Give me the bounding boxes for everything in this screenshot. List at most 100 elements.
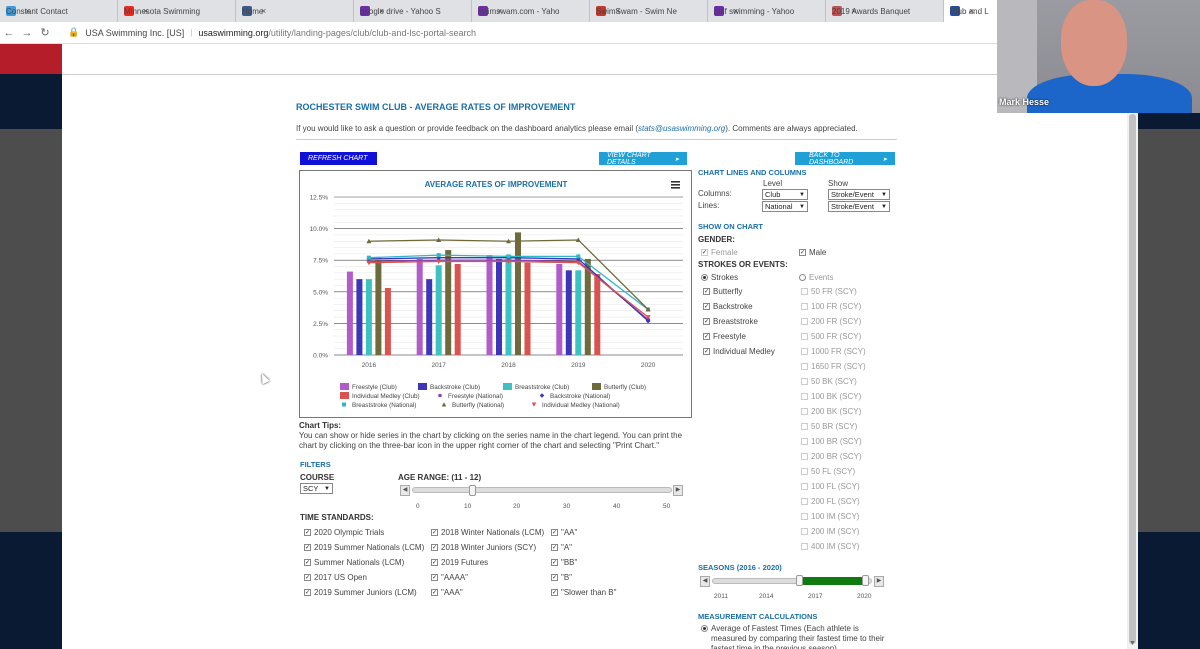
event-checkbox[interactable]: 400 IM (SCY) (801, 542, 859, 551)
lines-show-select[interactable]: Stroke/Event ▼ (828, 201, 890, 212)
columns-show-select[interactable]: Stroke/Event ▼ (828, 189, 890, 200)
browser-tab[interactable]: gulf swimming - Yahoo × (708, 0, 826, 22)
stroke-checkbox[interactable]: ✓ Breaststroke (703, 317, 758, 326)
bar-freestyle-club[interactable] (416, 258, 423, 355)
tab-close-icon[interactable]: × (969, 6, 975, 16)
age-slider-left-arrow[interactable]: ◀ (400, 485, 410, 496)
url-field[interactable]: usaswimming.org/utility/landing-pages/cl… (198, 28, 476, 38)
legend-item[interactable]: Individual Medley (National) (531, 402, 620, 409)
time-standard-checkbox[interactable]: ✓ 2018 Winter Juniors (SCY) (431, 543, 536, 552)
time-standard-checkbox[interactable]: ✓ "A" (551, 543, 572, 552)
bar-butterfly-club[interactable] (584, 258, 591, 355)
columns-level-select[interactable]: Club ▼ (762, 189, 808, 200)
time-standard-checkbox[interactable]: ✓ Summer Nationals (LCM) (304, 558, 404, 567)
event-checkbox[interactable]: 500 FR (SCY) (801, 332, 861, 341)
legend-item[interactable]: Backstroke (National) (539, 393, 611, 400)
event-checkbox[interactable]: 200 IM (SCY) (801, 527, 859, 536)
female-checkbox[interactable]: ✓ Female (701, 248, 738, 257)
bar-freestyle-club[interactable] (556, 263, 563, 355)
lines-level-select[interactable]: National ▼ (762, 201, 808, 212)
tab-close-icon[interactable]: × (379, 6, 385, 16)
season-slider-start-handle[interactable] (796, 575, 803, 586)
legend-item[interactable]: Butterfly (National) (441, 402, 504, 409)
bar-butterfly-club[interactable] (515, 232, 521, 355)
reload-icon[interactable]: ↻ (40, 27, 50, 39)
stroke-checkbox[interactable]: ✓ Butterfly (703, 287, 742, 296)
event-checkbox[interactable]: 100 IM (SCY) (801, 512, 859, 521)
event-checkbox[interactable]: 200 FR (SCY) (801, 317, 861, 326)
bar-backstroke-club[interactable] (356, 279, 363, 355)
event-checkbox[interactable]: 200 BR (SCY) (801, 452, 862, 461)
bar-individual-medley-club[interactable] (594, 274, 601, 355)
tab-close-icon[interactable]: × (25, 6, 31, 16)
season-slider-range[interactable] (800, 577, 864, 585)
bar-breaststroke-club[interactable] (575, 270, 582, 355)
scrollbar-thumb[interactable] (1129, 114, 1136, 644)
stroke-checkbox[interactable]: ✓ Individual Medley (703, 347, 775, 356)
event-checkbox[interactable]: 50 BK (SCY) (801, 377, 857, 386)
forward-icon[interactable]: → (21, 26, 33, 39)
bar-individual-medley-club[interactable] (384, 288, 391, 355)
bar-backstroke-club[interactable] (496, 258, 502, 355)
event-checkbox[interactable]: 100 BK (SCY) (801, 392, 861, 401)
browser-tab[interactable]: Club and L × (944, 0, 1000, 22)
refresh-chart-button[interactable]: REFRESH CHART (300, 152, 377, 165)
time-standard-checkbox[interactable]: ✓ "Slower than B" (551, 588, 616, 597)
male-checkbox[interactable]: ✓ Male (799, 248, 826, 257)
legend-item[interactable]: Individual Medley (Club) (340, 392, 420, 400)
event-checkbox[interactable]: 50 BR (SCY) (801, 422, 857, 431)
event-checkbox[interactable]: 50 FL (SCY) (801, 467, 855, 476)
browser-tab[interactable]: Minnesota Swimming × (118, 0, 236, 22)
time-standard-checkbox[interactable]: ✓ 2017 US Open (304, 573, 367, 582)
time-standard-checkbox[interactable]: ✓ 2019 Summer Nationals (LCM) (304, 543, 424, 552)
season-slider-track[interactable] (712, 578, 872, 584)
bar-breaststroke-club[interactable] (435, 265, 442, 355)
time-standard-checkbox[interactable]: ✓ 2019 Futures (431, 558, 488, 567)
scroll-down-icon[interactable]: ▼ (1129, 640, 1136, 647)
stats-email-link[interactable]: stats@usaswimming.org (637, 124, 726, 133)
stroke-checkbox[interactable]: ✓ Backstroke (703, 302, 753, 311)
time-standard-checkbox[interactable]: ✓ "AAA" (431, 588, 463, 597)
time-standard-checkbox[interactable]: ✓ "AA" (551, 528, 577, 537)
event-checkbox[interactable]: 200 FL (SCY) (801, 497, 860, 506)
browser-tab[interactable]: Constant Contact × (0, 0, 118, 22)
browser-tab[interactable]: 2019 Awards Banquet × (826, 0, 944, 22)
event-checkbox[interactable]: 100 BR (SCY) (801, 437, 862, 446)
bar-individual-medley-club[interactable] (454, 263, 461, 355)
bar-backstroke-club[interactable] (426, 279, 433, 355)
tab-close-icon[interactable]: × (497, 6, 503, 16)
measurement-option-radio[interactable]: Average of Fastest Times (Each athlete i… (701, 624, 889, 649)
time-standard-checkbox[interactable]: ✓ 2019 Summer Juniors (LCM) (304, 588, 417, 597)
legend-item[interactable]: Backstroke (Club) (418, 383, 480, 391)
legend-item[interactable]: Freestyle (Club) (340, 383, 397, 391)
event-checkbox[interactable]: 1000 FR (SCY) (801, 347, 866, 356)
age-slider-track[interactable] (412, 487, 672, 493)
season-slider-right-arrow[interactable]: ▶ (874, 576, 884, 587)
tab-close-icon[interactable]: × (261, 6, 267, 16)
event-checkbox[interactable]: 100 FL (SCY) (801, 482, 860, 491)
tab-close-icon[interactable]: × (733, 6, 739, 16)
time-standard-checkbox[interactable]: ✓ "AAAA" (431, 573, 468, 582)
back-to-dashboard-button[interactable]: BACK TO DASHBOARD ▸ (795, 152, 895, 166)
bar-breaststroke-club[interactable] (365, 279, 372, 355)
legend-item[interactable]: Freestyle (National) (438, 393, 503, 400)
bar-freestyle-club[interactable] (486, 255, 493, 355)
view-chart-details-button[interactable]: VIEW CHART DETAILS ▸ (599, 152, 687, 166)
bar-butterfly-club[interactable] (375, 260, 382, 355)
browser-tab[interactable]: google drive - Yahoo S × (354, 0, 472, 22)
stroke-checkbox[interactable]: ✓ Freestyle (703, 332, 746, 341)
time-standard-checkbox[interactable]: ✓ 2018 Winter Nationals (LCM) (431, 528, 544, 537)
bar-breaststroke-club[interactable] (505, 255, 512, 355)
course-select[interactable]: SCY ▼ (300, 483, 333, 494)
event-checkbox[interactable]: 50 FR (SCY) (801, 287, 857, 296)
browser-tab[interactable]: swimswam.com - Yaho × (472, 0, 590, 22)
back-icon[interactable]: ← (3, 26, 15, 39)
event-checkbox[interactable]: 200 BK (SCY) (801, 407, 861, 416)
events-radio[interactable]: Events (799, 273, 833, 282)
event-checkbox[interactable]: 100 FR (SCY) (801, 302, 861, 311)
page-scrollbar[interactable]: ▼ (1127, 44, 1138, 649)
tab-close-icon[interactable]: × (851, 6, 857, 16)
browser-tab[interactable]: SwimSwam - Swim Ne × (590, 0, 708, 22)
tab-close-icon[interactable]: × (143, 6, 149, 16)
tab-close-icon[interactable]: × (615, 6, 621, 16)
